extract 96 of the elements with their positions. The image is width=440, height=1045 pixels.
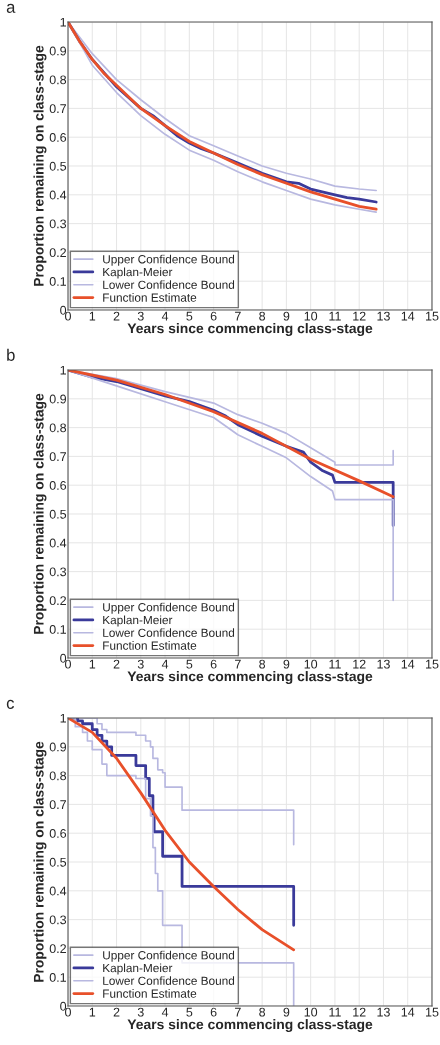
y-tick-label: 1 [60,365,66,375]
y-tick-label: 0.8 [49,75,67,85]
x-tick-label: 7 [235,311,241,321]
x-tick-label: 10 [304,1007,318,1017]
legend-label: Upper Confidence Bound [103,254,235,266]
chart-title: c [6,699,15,709]
y-tick-label: 0.5 [49,161,67,171]
y-tick-label: 1 [60,17,66,27]
x-tick-label: 15 [426,659,439,669]
x-tick-label: 11 [329,311,341,321]
x-tick-label: 5 [186,311,193,321]
y-tick-label: 0.7 [49,452,66,462]
legend-label: Function Estimate [103,989,197,998]
x-tick-label: 8 [259,311,266,321]
x-tick-label: 9 [283,1007,290,1017]
x-tick-label: 5 [186,659,193,669]
x-tick-label: 1 [89,659,96,669]
x-tick-label: 1 [89,311,96,321]
x-tick-label: 5 [186,1007,193,1017]
x-tick-label: 1 [89,1007,96,1017]
legend-label: Kaplan-Meier [103,615,173,627]
x-tick-label: 12 [353,311,366,321]
x-tick-label: 15 [426,311,439,321]
legend-label: Upper Confidence Bound [103,602,235,614]
y-tick-label: 0.2 [49,596,66,606]
y-tick-label: 0.9 [49,742,67,752]
legend-label: Upper Confidence Bound [103,950,235,962]
y-tick-label: 0.1 [49,625,66,634]
chart-title: b [7,348,15,361]
x-tick-label: 12 [353,659,366,669]
legend-label: Lower Confidence Bound [103,976,235,985]
legend-label: Function Estimate [103,641,197,650]
y-tick-label: 0.3 [49,915,67,925]
legend-label: Function Estimate [103,293,197,302]
y-tick-label: 0.6 [49,133,67,142]
x-tick-label: 7 [235,1007,241,1017]
x-tick-label: 13 [377,659,390,669]
chart-title: a [6,3,16,13]
y-tick-label: 0.1 [49,973,66,982]
y-tick-label: 0.6 [49,481,67,490]
x-tick-label: 10 [304,311,318,321]
y-tick-label: 0.4 [49,538,67,548]
x-tick-label: 12 [353,1007,366,1017]
y-tick-label: 0.7 [49,800,66,810]
x-tick-label: 7 [235,659,241,669]
y-axis-title: Proportion remaining on class-stage [33,741,47,982]
x-tick-label: 14 [401,1007,415,1017]
x-tick-label: 2 [113,1007,120,1017]
y-tick-label: 0.4 [49,886,67,896]
x-tick-label: 3 [137,1007,144,1017]
y-axis-title: Proportion remaining on class-stage [33,393,47,634]
x-tick-label: 6 [210,659,217,669]
x-tick-label: 3 [137,311,144,321]
x-tick-label: 6 [210,1007,217,1017]
y-axis-title: Proportion remaining on class-stage [33,45,47,286]
y-tick-label: 0.5 [49,509,67,519]
x-tick-label: 8 [259,659,266,669]
y-tick-label: 0.3 [49,567,67,577]
y-tick-label: 0.3 [49,219,67,229]
y-tick-label: 0.1 [49,277,66,286]
x-tick-label: 2 [113,311,120,321]
y-tick-label: 0.2 [49,944,66,954]
x-tick-label: 8 [259,1007,266,1017]
y-tick-label: 1 [60,713,66,723]
legend-label: Kaplan-Meier [103,267,173,279]
y-tick-label: 0.6 [49,829,67,838]
x-tick-label: 11 [329,659,341,669]
y-tick-label: 0.7 [49,104,66,114]
y-tick-label: 0.8 [49,771,67,781]
x-tick-label: 14 [401,659,415,669]
y-tick-label: 0.4 [49,190,67,200]
x-tick-label: 13 [377,1007,390,1017]
x-tick-label: 4 [161,1007,169,1017]
x-tick-label: 3 [137,659,144,669]
x-tick-label: 11 [329,1007,341,1017]
legend-label: Kaplan-Meier [103,963,173,975]
x-tick-label: 13 [377,311,390,321]
y-tick-label: 0.9 [49,394,67,404]
legend-label: Lower Confidence Bound [103,628,235,637]
legend-label: Lower Confidence Bound [103,280,235,289]
x-axis-title: Years since commencing class-stage [127,323,373,337]
x-tick-label: 6 [210,311,217,321]
x-axis-title: Years since commencing class-stage [127,1019,373,1033]
x-axis-title: Years since commencing class-stage [127,671,373,685]
x-tick-label: 9 [283,311,290,321]
y-tick-label: 0.8 [49,423,67,433]
y-tick-label: 0.2 [49,248,66,258]
x-tick-label: 2 [113,659,120,669]
y-tick-label: 0.5 [49,857,67,867]
y-tick-label: 0.9 [49,46,67,56]
x-tick-label: 4 [161,311,169,321]
x-tick-label: 9 [283,659,290,669]
x-tick-label: 10 [304,659,318,669]
x-tick-label: 14 [401,311,415,321]
x-tick-label: 15 [426,1007,439,1017]
x-tick-label: 4 [161,659,169,669]
